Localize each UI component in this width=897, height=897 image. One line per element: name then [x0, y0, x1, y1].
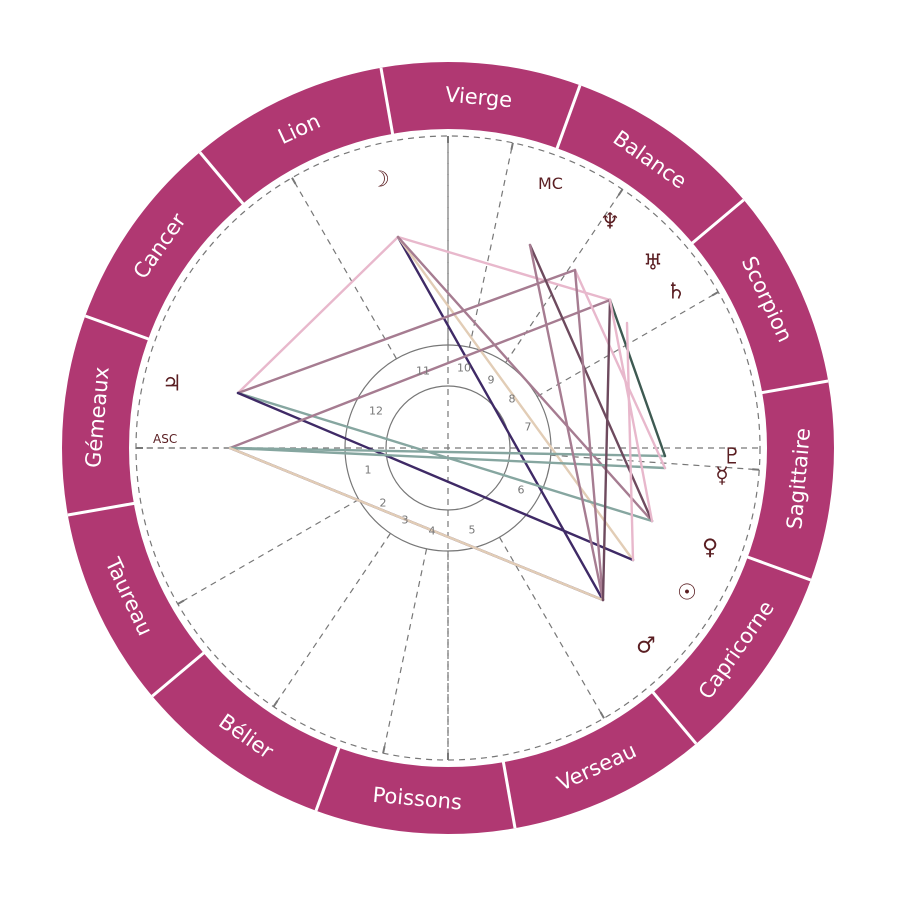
house-number: 6	[518, 484, 525, 497]
sign-label-vierge: Vierge	[444, 82, 513, 112]
aspect-line	[601, 298, 612, 602]
inner-circle-2	[385, 385, 511, 511]
zodiac-ring: TaureauBélierPoissonsVerseauCapricorneSa…	[62, 62, 834, 834]
aspect-line	[228, 446, 605, 602]
aspect-line	[396, 235, 612, 302]
aspect-line	[396, 235, 605, 602]
aspect-line	[236, 268, 577, 395]
sign-divider	[151, 651, 206, 698]
house-number: 1	[365, 464, 372, 477]
house-cusp-line	[468, 142, 514, 348]
mars-icon: ♂	[636, 634, 656, 659]
sign-divider	[314, 746, 341, 812]
house-number: 11	[416, 365, 430, 378]
sign-divider	[198, 151, 245, 206]
house-number: 3	[402, 514, 409, 527]
aspect-line	[573, 268, 605, 602]
sign-divider	[555, 84, 582, 150]
house-cusp-line	[498, 536, 605, 719]
house-number: 7	[525, 421, 532, 434]
venus-icon: ♀	[702, 536, 718, 561]
house-number: 4	[429, 525, 436, 538]
aspect-line	[396, 235, 654, 523]
aspect-line	[608, 298, 654, 523]
neptune-icon: ♆	[600, 210, 620, 235]
sign-divider	[690, 198, 745, 245]
sign-divider	[746, 555, 812, 582]
house-number: 5	[469, 524, 476, 537]
moon-icon: ☽	[370, 168, 390, 193]
aspect-line	[528, 243, 605, 602]
pluto-icon: ♇	[722, 445, 742, 470]
aspect-lines	[228, 235, 667, 602]
aspect-line	[228, 446, 667, 458]
mercury-icon: ☿	[715, 464, 729, 489]
sign-divider	[760, 379, 829, 395]
jupiter-icon: ♃	[162, 372, 182, 397]
aspect-line	[625, 321, 635, 562]
house-cusp-line	[273, 533, 391, 707]
uranus-icon: ♅	[643, 251, 663, 276]
house-number: 12	[369, 405, 383, 418]
aspect-line	[236, 235, 400, 395]
aspect-line	[396, 235, 635, 562]
angle-asc: ASC	[153, 432, 177, 446]
sun-icon: ☉	[677, 581, 697, 606]
aspect-line	[528, 243, 654, 523]
sign-divider	[501, 760, 517, 829]
house-cusp-line	[177, 498, 360, 605]
saturn-icon: ♄	[666, 280, 686, 305]
sign-divider	[379, 67, 395, 136]
sign-divider	[84, 314, 150, 341]
sign-divider	[651, 690, 698, 745]
aspect-line	[236, 391, 635, 562]
sign-divider	[67, 501, 136, 517]
house-cusp-line	[291, 177, 398, 360]
house-cusp-line	[550, 454, 760, 471]
ring-band	[62, 62, 834, 834]
aspect-line	[573, 268, 667, 470]
house-cusp-line	[382, 548, 428, 754]
house-number: 8	[509, 393, 516, 406]
house-number: 9	[488, 374, 495, 387]
house-number: 10	[457, 362, 471, 375]
aspect-line	[608, 298, 667, 458]
angle-mc: MC	[538, 174, 563, 193]
house-number: 2	[380, 497, 387, 510]
